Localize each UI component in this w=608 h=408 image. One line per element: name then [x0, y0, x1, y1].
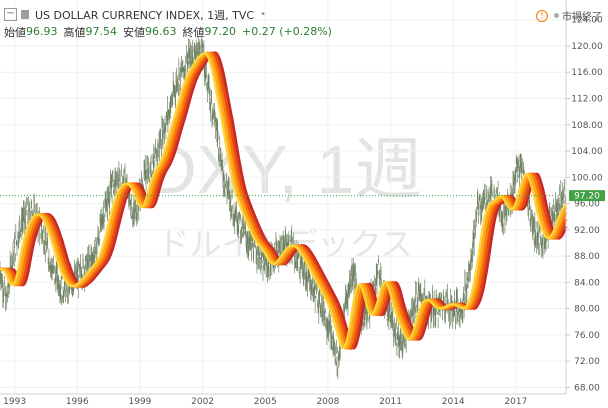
x-tick-label-4: 2005 [254, 397, 277, 407]
y-tick-label-12: 76.00 [574, 331, 600, 341]
legend-title-row: − US DOLLAR CURRENCY INDEX, 1週, TVC • [4, 6, 548, 23]
high-value: 97.54 [85, 25, 118, 38]
status-dot-icon [554, 13, 559, 18]
open-label: 始値 [4, 25, 26, 39]
legend: − US DOLLAR CURRENCY INDEX, 1週, TVC • 始値… [4, 6, 548, 40]
y-tick-label-9: 88.00 [574, 252, 600, 262]
y-tick-label-5: 104.00 [571, 147, 603, 157]
x-tick-label-5: 2008 [316, 397, 339, 407]
y-tick-label-7: 96.00 [574, 200, 600, 210]
low-label: 安値 [123, 25, 145, 39]
close-value: 97.20 [204, 25, 237, 38]
symbol-title[interactable]: US DOLLAR CURRENCY INDEX, 1週, TVC [35, 8, 255, 22]
price-axis[interactable]: 124.00 120.00 116.00 112.00 108.00 104.00 100.… [566, 16, 603, 394]
ma-line-4 [0, 52, 567, 350]
x-tick-label-1: 1996 [66, 397, 89, 407]
y-tick-label-4: 108.00 [571, 121, 603, 131]
warning-icon[interactable]: ! [536, 9, 548, 22]
close-label: 終値 [182, 25, 205, 39]
symbol-color-icon [21, 10, 29, 19]
open-value: 96.93 [26, 25, 58, 38]
y-tick-label-14: 68.00 [574, 383, 600, 393]
low-value: 96.63 [145, 25, 177, 38]
ma-ribbon [0, 51, 568, 350]
ohlc-row: 始値 96.93 高値 97.54 安値 96.63 終値 97.20 +0.2… [4, 23, 548, 40]
market-status-label: 市場終了 [562, 12, 602, 23]
current-price-label: 97.20 [574, 192, 600, 202]
y-tick-label-0: 124.00 [571, 16, 603, 26]
y-tick-label-1: 120.00 [571, 42, 603, 52]
y-tick-label-8: 92.00 [574, 226, 600, 236]
ma-line-3 [0, 51, 568, 350]
market-status[interactable]: ! 市場終了 [536, 8, 602, 23]
y-tick-label-2: 116.00 [571, 68, 603, 78]
y-tick-label-3: 112.00 [571, 95, 603, 105]
x-tick-label-0: 1993 [3, 397, 26, 407]
x-tick-label-3: 2002 [191, 397, 214, 407]
time-axis[interactable]: 1993 1996 1999 2002 2005 2008 2011 2014 2017 [3, 397, 527, 407]
high-label: 高値 [63, 25, 86, 39]
x-tick-label-7: 2014 [442, 397, 465, 407]
current-price-tag: 97.20 [569, 190, 605, 202]
change-value: +0.27 (+0.28%) [242, 25, 332, 38]
y-tick-label-10: 84.00 [574, 278, 600, 288]
ma-line-2 [0, 51, 568, 350]
x-tick-label-2: 1999 [128, 397, 151, 407]
watermark-symbol: DXY, 1週 [148, 132, 423, 208]
x-tick-label-6: 2011 [379, 397, 402, 407]
x-tick-label-8: 2017 [504, 397, 527, 407]
collapse-icon[interactable]: − [4, 8, 17, 21]
y-tick-label-6: 100.00 [571, 173, 603, 183]
y-tick-label-13: 72.00 [574, 357, 600, 367]
more-dots-icon[interactable]: • [260, 9, 266, 20]
y-tick-label-11: 80.00 [574, 305, 600, 315]
